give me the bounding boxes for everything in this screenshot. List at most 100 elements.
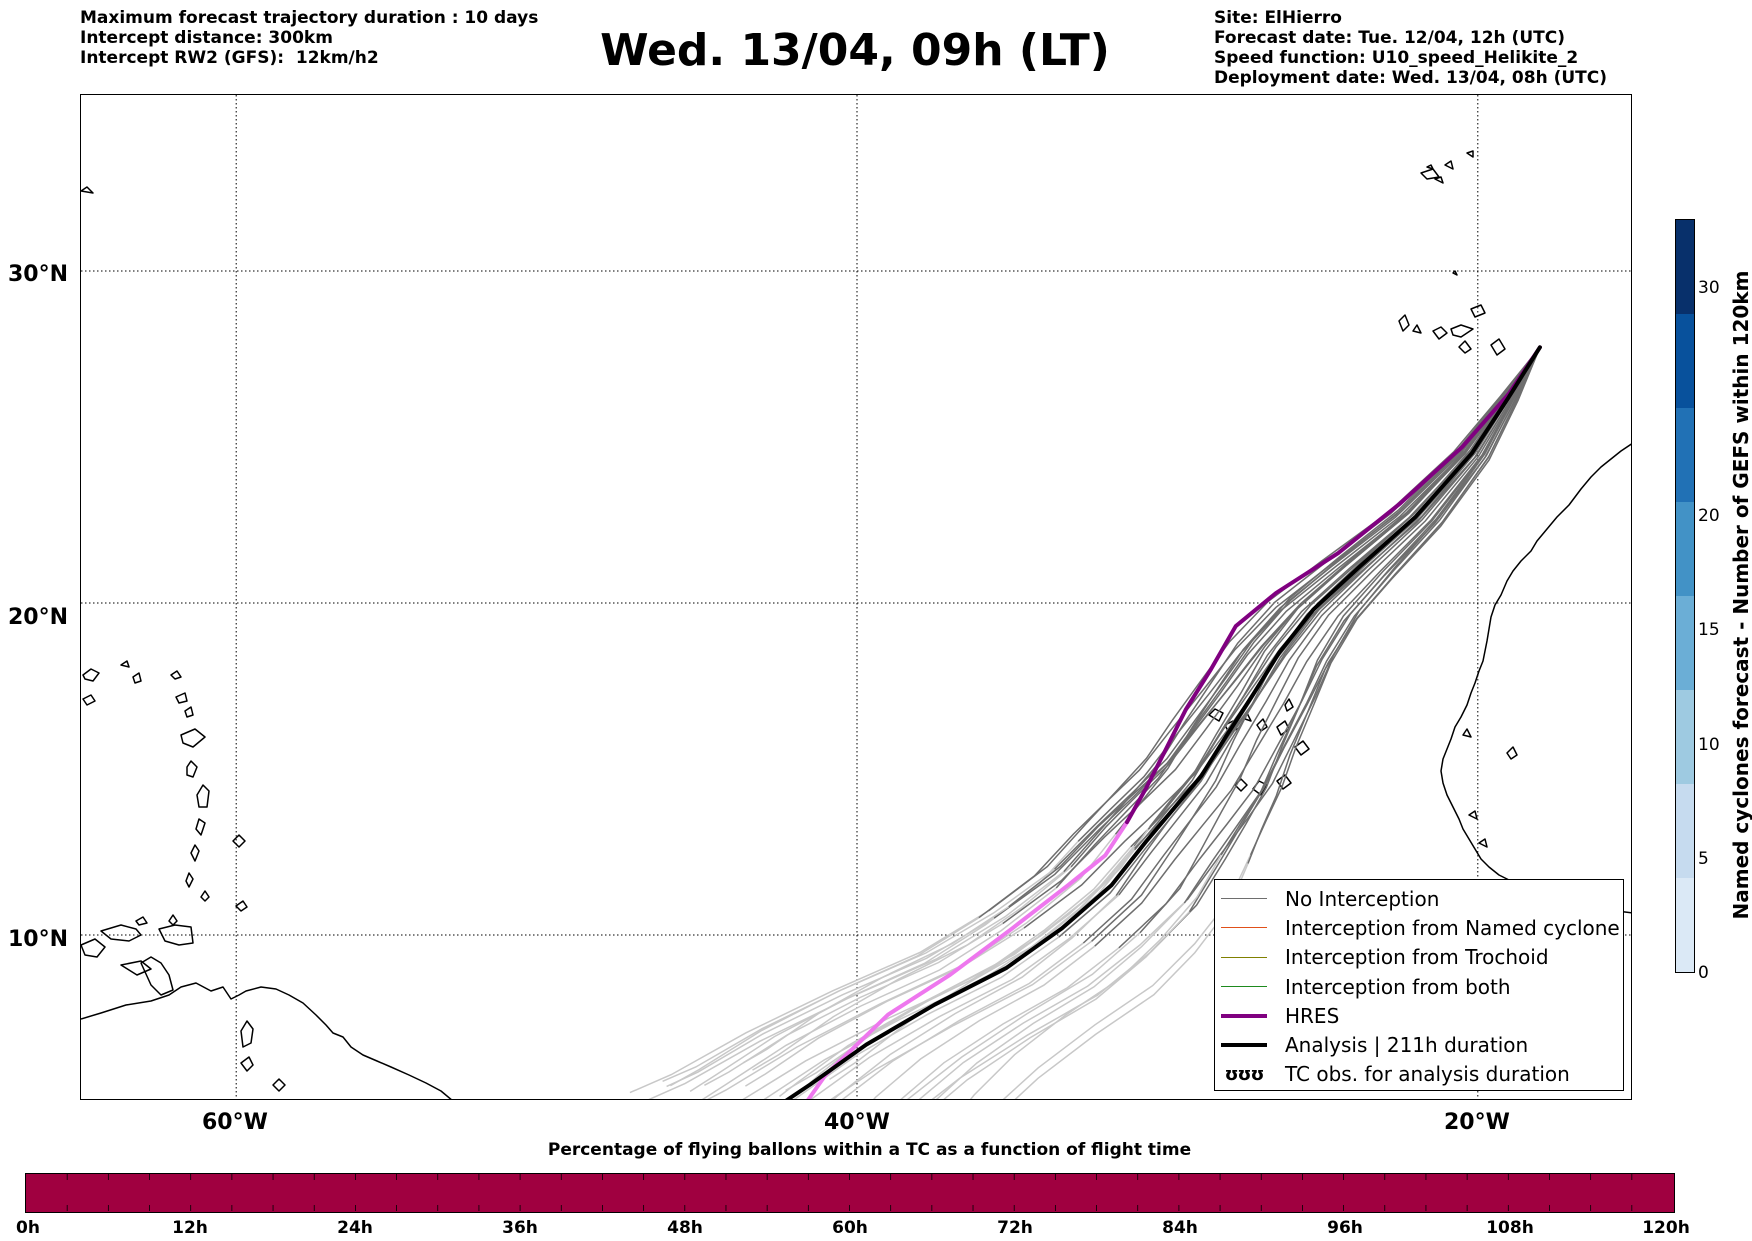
lon-label-60w: 60°W	[202, 1110, 268, 1135]
forecast-date-text: Forecast date: Tue. 12/04, 12h (UTC)	[1214, 28, 1565, 48]
cyclone-count-colorbar-title: Named cyclones forecast - Number of GEFS…	[1729, 270, 1752, 920]
ensemble-trajectory-late	[918, 899, 1188, 1099]
lat-label-20n: 20°N	[8, 605, 69, 630]
ensemble-trajectory	[1077, 346, 1541, 842]
legend-item-named-cyclone: Interception from Named cyclone	[1215, 913, 1623, 942]
intercept-distance-text: Intercept distance: 300km	[80, 28, 333, 48]
ensemble-trajectory	[1114, 346, 1541, 835]
page-title: Wed. 13/04, 09h (LT)	[600, 25, 1110, 76]
ensemble-trajectory-late	[666, 917, 995, 1088]
ensemble-trajectory-late	[707, 833, 1117, 1099]
trajectory-map	[80, 94, 1632, 1100]
legend-label-tc-obs: TC obs. for analysis duration	[1285, 1062, 1570, 1087]
ensemble-trajectory-late	[752, 866, 1072, 1071]
ensemble-trajectory	[1094, 346, 1541, 947]
flight-time-tick: 36h	[502, 1218, 538, 1238]
site-text: Site: ElHierro	[1214, 8, 1342, 28]
legend-swatch-no-interception	[1221, 898, 1267, 900]
coastline-bermuda-area	[81, 186, 94, 194]
coastline-madeira	[1420, 150, 1474, 184]
lon-label-20w: 20°W	[1444, 1110, 1510, 1135]
flight-time-colorbar	[25, 1173, 1675, 1213]
legend-label-named-cyclone: Interception from Named cyclone	[1285, 915, 1620, 940]
ensemble-trajectory	[1150, 346, 1541, 953]
flight-time-tick: 0h	[16, 1218, 40, 1238]
flight-time-tick: 24h	[337, 1218, 373, 1238]
ensemble-trajectory-late	[763, 849, 1136, 1099]
flight-time-tick: 96h	[1327, 1218, 1363, 1238]
speed-function-text: Speed function: U10_speed_Helikite_2	[1214, 48, 1579, 68]
ensemble-trajectory-late	[669, 917, 980, 1087]
legend-label-no-interception: No Interception	[1285, 886, 1440, 911]
lat-label-10n: 10°N	[8, 927, 69, 952]
cyclone-count-tick: 15	[1698, 620, 1720, 641]
flight-time-tick: 108h	[1486, 1218, 1534, 1238]
intercept-rw2-text: Intercept RW2 (GFS): 12km/h2	[80, 48, 379, 68]
legend-label-both: Interception from both	[1285, 974, 1511, 999]
flight-time-tick: 84h	[1162, 1218, 1198, 1238]
coastline-madeira-islet	[1452, 270, 1458, 276]
ensemble-trajectory-late	[900, 947, 1120, 1099]
deployment-date-text: Deployment date: Wed. 13/04, 08h (UTC)	[1214, 68, 1608, 88]
ensemble-trajectory-late	[943, 911, 1191, 1099]
ensemble-trajectory-late	[629, 910, 990, 1094]
legend-item-both: Interception from both	[1215, 972, 1623, 1001]
ensemble-trajectory-late	[841, 942, 1084, 1099]
ensemble-trajectory-late	[648, 871, 1065, 1099]
ensemble-trajectory	[1139, 346, 1541, 934]
legend-item-trochoid: Interception from Trochoid	[1215, 943, 1623, 972]
run-info-left: Maximum forecast trajectory duration : 1…	[80, 8, 538, 68]
ensemble-trajectory-late	[969, 854, 1222, 1099]
coastline-canary-islands	[1398, 304, 1506, 356]
cyclone-count-tick: 30	[1698, 277, 1720, 298]
lat-label-30n: 30°N	[8, 262, 69, 287]
flight-time-tick: 48h	[667, 1218, 703, 1238]
ensemble-trajectory-late	[1014, 863, 1249, 1099]
legend-swatch-named-cyclone	[1221, 927, 1267, 929]
ensemble-trajectory	[1002, 346, 1541, 925]
flight-time-tick: 120h	[1642, 1218, 1690, 1238]
flight-time-tick: 12h	[172, 1218, 208, 1238]
ensemble-trajectory-late	[701, 887, 1057, 1099]
lon-label-40w: 40°W	[824, 1110, 890, 1135]
ensemble-trajectory	[1188, 346, 1541, 912]
ensemble-trajectory-late	[793, 936, 1060, 1099]
ensemble-trajectory-late	[1002, 854, 1252, 1099]
cyclone-count-tick: 10	[1698, 734, 1720, 755]
tc-obs-symbol-icon: ʊʊʊ	[1224, 1063, 1265, 1085]
hres-trajectory	[1125, 345, 1542, 825]
deterministic-trajectories	[784, 345, 1542, 1099]
cyclone-count-tick: 5	[1698, 848, 1709, 869]
legend-item-no-interception: No Interception	[1215, 884, 1623, 913]
ensemble-trajectory-late	[873, 945, 1096, 1099]
map-canvas	[81, 95, 1631, 1099]
legend-label-analysis: Analysis | 211h duration	[1285, 1033, 1529, 1058]
legend-item-tc-obs: ʊʊʊ TC obs. for analysis duration	[1215, 1060, 1623, 1089]
cyclone-count-tick: 20	[1698, 506, 1720, 527]
run-info-right: Site: ElHierro Forecast date: Tue. 12/04…	[1214, 8, 1607, 88]
legend-item-analysis: Analysis | 211h duration	[1215, 1030, 1623, 1059]
legend-swatch-both	[1221, 986, 1267, 988]
coastline-south-america	[81, 982, 452, 1099]
ensemble-trajectory-late	[935, 902, 1185, 1099]
legend-item-hres: HRES	[1215, 1001, 1623, 1030]
ensemble-trajectory	[1055, 346, 1541, 889]
coastline-caribbean-north	[81, 938, 152, 976]
flight-time-colorbar-title: Percentage of flying ballons within a TC…	[547, 1140, 1192, 1160]
legend-swatch-hres	[1221, 1013, 1267, 1018]
map-legend: No Interception Interception from Named …	[1214, 879, 1624, 1091]
legend-swatch-analysis	[1221, 1043, 1267, 1048]
legend-swatch-trochoid	[1221, 956, 1267, 958]
ensemble-trajectory-late	[742, 906, 1010, 1064]
ensemble-trajectory-late	[830, 940, 1093, 1099]
legend-label-hres: HRES	[1285, 1003, 1340, 1028]
ensemble-trajectory	[1118, 346, 1541, 896]
flight-time-colorbar-divisions	[66, 1174, 1633, 1211]
ensemble-trajectory-late	[779, 847, 1136, 1097]
ensemble-trajectory-late	[810, 894, 1120, 1099]
ensemble-trajectory	[978, 346, 1541, 919]
legend-label-trochoid: Interception from Trochoid	[1285, 945, 1549, 970]
ensemble-trajectory-late	[689, 840, 1079, 1093]
flight-time-tick: 72h	[997, 1218, 1033, 1238]
ensemble-trajectory	[1220, 346, 1541, 856]
